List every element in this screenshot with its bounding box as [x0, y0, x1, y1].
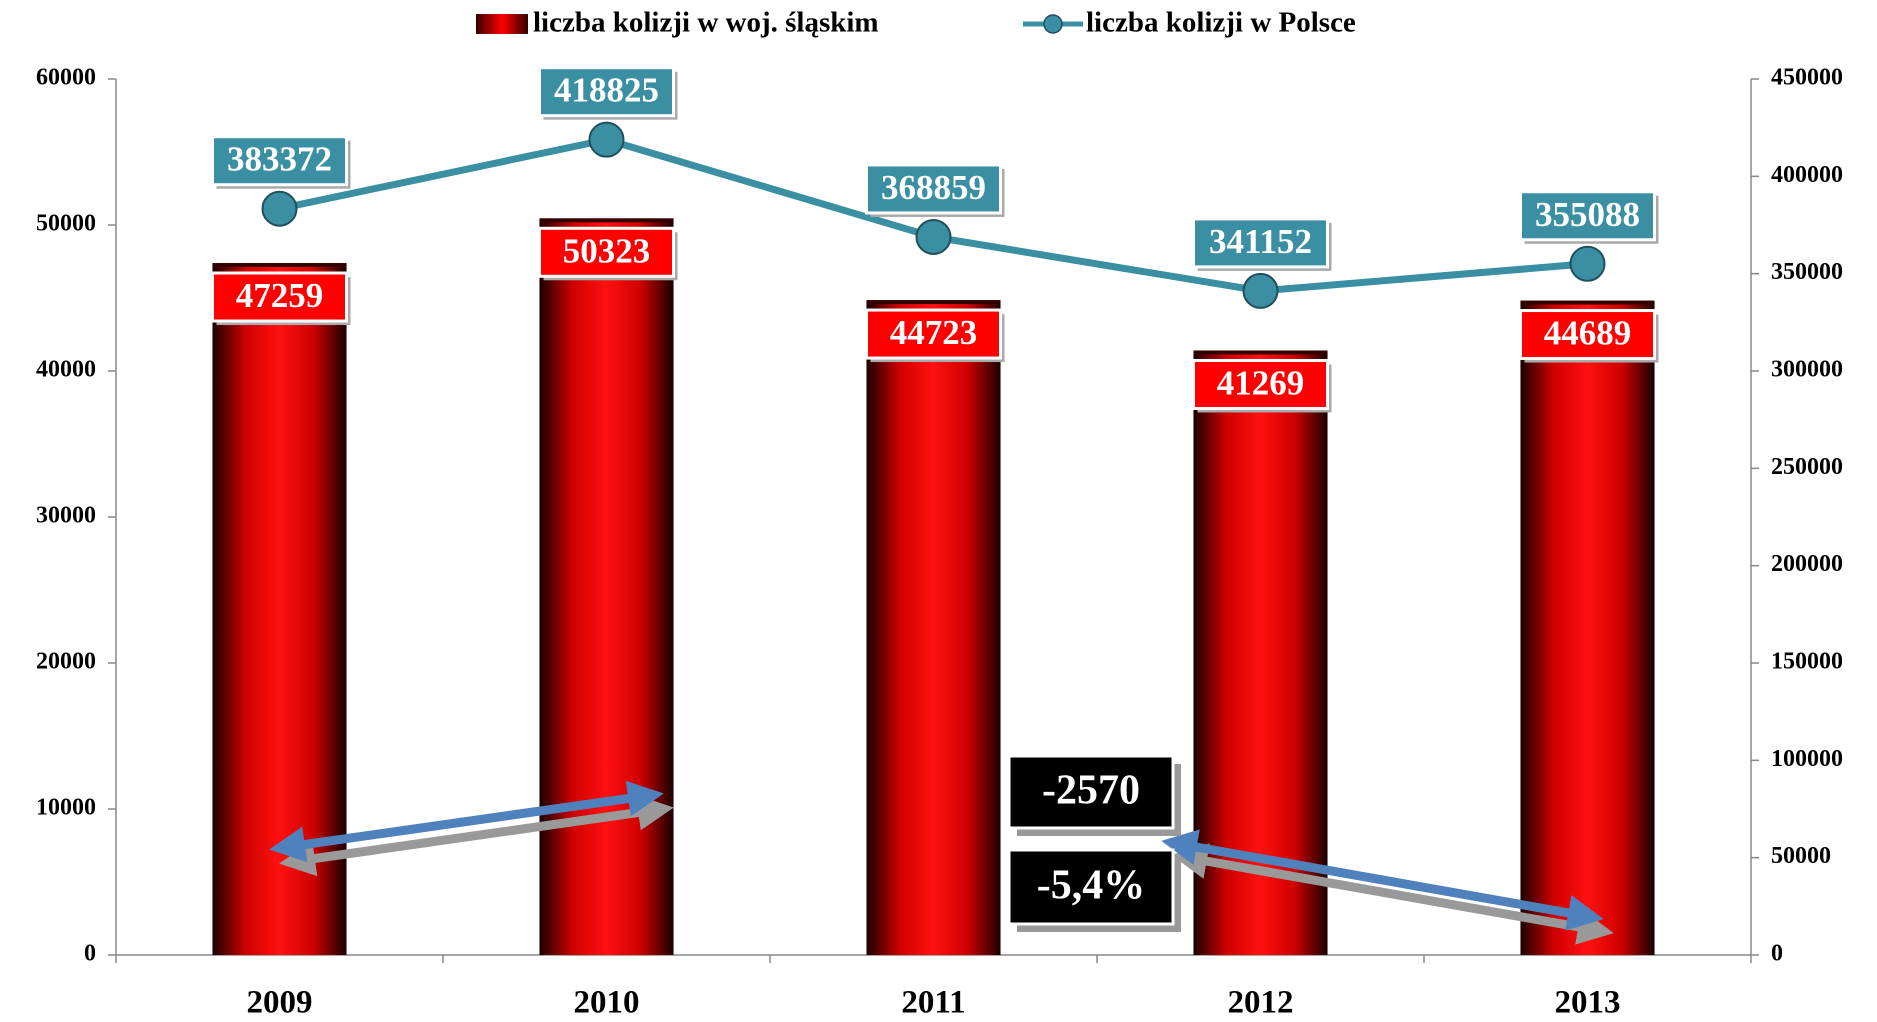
value-label-box — [1192, 358, 1329, 410]
y-tick-label: 0 — [84, 941, 96, 967]
legend-marker — [1043, 14, 1063, 34]
x-tick-label: 2013 — [1555, 985, 1621, 1021]
marker — [915, 218, 952, 255]
value-label: 44689 — [1544, 314, 1632, 353]
y-tick-label: 20000 — [36, 649, 96, 675]
y2-tick-label: 250000 — [1771, 454, 1843, 480]
marker — [588, 121, 625, 158]
x-tick-label: 2011 — [901, 985, 965, 1021]
y2-tick-label: 200000 — [1771, 551, 1843, 577]
value-label: 44723 — [890, 313, 978, 352]
y2-tick-label: 450000 — [1771, 65, 1843, 91]
value-label-box — [1519, 190, 1656, 242]
bar-top — [1520, 300, 1655, 305]
bar-top — [866, 300, 1001, 305]
annotations: -2570 -5,4% — [1007, 754, 1181, 932]
value-label-box — [538, 66, 675, 118]
bar-top — [539, 218, 674, 223]
y2-tick-label: 0 — [1771, 941, 1783, 967]
plot: 0 10000 20000 30000 40000 50000 60000 0 50000 100… — [36, 65, 1843, 1021]
y-tick-label: 10000 — [36, 795, 96, 821]
annotation-box — [1007, 754, 1175, 830]
marker — [261, 190, 298, 227]
value-label: 355088 — [1535, 195, 1640, 234]
annotation: -5,4% — [1037, 863, 1146, 909]
value-label-box — [1519, 309, 1656, 361]
bar-top — [212, 263, 347, 268]
value-label: 383372 — [227, 140, 332, 179]
y-tick-label: 50000 — [36, 211, 96, 237]
value-label-box — [211, 135, 348, 187]
bar-top — [1193, 350, 1328, 355]
bar — [212, 265, 347, 956]
value-label: 418825 — [554, 71, 659, 110]
marker — [1569, 245, 1606, 282]
value-label-box — [211, 271, 348, 323]
value-label-box — [1192, 217, 1329, 269]
value-label: 41269 — [1217, 364, 1305, 403]
y-tick-label: 40000 — [36, 357, 96, 383]
bar — [1520, 302, 1655, 955]
y-tick-label: 30000 — [36, 503, 96, 529]
legend-label: liczba kolizji w Polsce — [1086, 7, 1356, 39]
value-label-box — [865, 308, 1002, 360]
value-label-box — [865, 163, 1002, 215]
annotation-box — [1007, 848, 1175, 926]
arrow — [269, 780, 664, 863]
legend-swatch — [476, 14, 528, 34]
y2-tick-label: 350000 — [1771, 259, 1843, 285]
value-label-box — [538, 226, 675, 278]
bar — [866, 302, 1001, 955]
legend-label: liczba kolizji w woj. śląskim — [533, 7, 879, 39]
value-label: 341152 — [1209, 222, 1312, 261]
y2-tick-label: 400000 — [1771, 162, 1843, 188]
bar — [539, 220, 674, 956]
value-label: 368859 — [881, 168, 986, 207]
x-tick-label: 2012 — [1228, 985, 1294, 1021]
value-label: 50323 — [563, 231, 651, 270]
marker — [1242, 272, 1279, 309]
arrow — [1161, 829, 1604, 931]
y2-tick-label: 150000 — [1771, 649, 1843, 675]
legend: liczba kolizji w woj. śląskim liczba kol… — [476, 7, 1356, 39]
x-tick-label: 2009 — [247, 985, 313, 1021]
y2-tick-label: 100000 — [1771, 746, 1843, 772]
annotation: -2570 — [1042, 768, 1140, 814]
x-tick-label: 2010 — [574, 985, 640, 1021]
y-tick-label: 60000 — [36, 65, 96, 91]
y2-tick-label: 50000 — [1771, 843, 1831, 869]
arrows — [269, 780, 1614, 945]
y2-tick-label: 300000 — [1771, 357, 1843, 383]
value-label: 47259 — [236, 276, 324, 315]
